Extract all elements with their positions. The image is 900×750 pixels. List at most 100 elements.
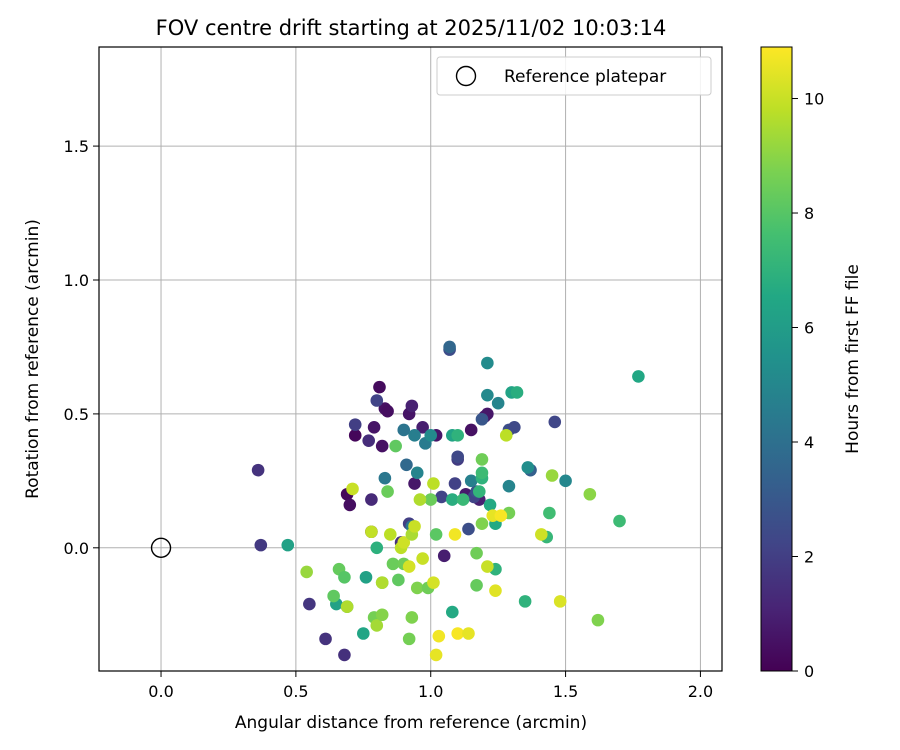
data-point: [408, 429, 421, 442]
data-point: [340, 600, 354, 614]
data-point: [338, 648, 351, 662]
grid-lines: [99, 47, 722, 671]
data-point: [254, 538, 268, 552]
data-point: [427, 477, 440, 490]
x-axis-label: Angular distance from reference (arcmin): [235, 713, 587, 733]
data-point: [489, 584, 502, 597]
data-point: [443, 340, 456, 354]
data-point: [499, 429, 513, 442]
y-axis-label: Rotation from reference (arcmin): [23, 219, 43, 499]
data-point: [508, 420, 521, 434]
data-point: [535, 528, 548, 541]
x-tick-label: 1.5: [553, 682, 578, 701]
data-point: [416, 552, 429, 565]
data-point: [462, 627, 475, 640]
reference-point-marker: [150, 537, 172, 559]
data-point: [392, 573, 405, 587]
data-point: [381, 485, 394, 498]
colorbar: 0 2 4 6 8 10 Hours from first FF file: [760, 46, 863, 681]
data-point: [413, 493, 427, 506]
data-point: [402, 632, 416, 646]
y-tick-label: 0.5: [64, 405, 89, 424]
y-tick-label: 1.0: [64, 271, 89, 290]
data-point: [348, 418, 362, 431]
y-tick-label: 0.0: [64, 539, 89, 558]
data-point: [370, 541, 384, 555]
data-point: [408, 520, 421, 533]
data-point: [408, 477, 421, 490]
data-point: [405, 399, 419, 413]
data-point: [448, 477, 462, 490]
data-point: [521, 461, 535, 474]
data-point: [378, 471, 392, 485]
data-point: [502, 479, 516, 493]
legend-label: Reference platepar: [504, 67, 666, 87]
data-point: [462, 522, 475, 536]
data-point: [481, 388, 494, 402]
data-point: [481, 560, 494, 573]
data-point: [370, 394, 384, 407]
legend-box: [436, 56, 712, 96]
data-point: [548, 415, 562, 429]
data-point: [451, 450, 464, 464]
data-point: [464, 474, 478, 488]
reference-marker: [150, 537, 172, 559]
data-point: [591, 613, 605, 627]
colorbar-tick-label: 4: [804, 433, 814, 452]
data-point: [543, 506, 556, 520]
data-point: [365, 493, 378, 506]
colorbar-tick-label: 10: [804, 90, 824, 109]
data-points: [251, 340, 645, 662]
data-point: [357, 627, 370, 640]
data-point: [416, 420, 429, 434]
colorbar-tick-label: 6: [804, 319, 814, 338]
data-point: [405, 611, 419, 624]
data-point: [613, 514, 626, 528]
data-point: [373, 380, 386, 394]
data-point: [375, 576, 389, 589]
colorbar-tick-label: 0: [804, 662, 814, 681]
data-point: [429, 648, 443, 662]
data-point: [448, 528, 462, 541]
colorbar-label: Hours from first FF file: [843, 264, 863, 454]
chart-title: FOV centre drift starting at 2025/11/02 …: [156, 16, 667, 40]
data-point: [381, 404, 394, 418]
data-point: [481, 356, 494, 370]
data-point: [375, 608, 389, 622]
legend-marker-icon: [455, 65, 477, 87]
data-point: [397, 536, 411, 549]
data-point: [338, 570, 351, 584]
data-point: [475, 453, 489, 466]
data-point: [545, 469, 559, 482]
x-tick-label: 0.0: [148, 682, 173, 701]
data-point: [410, 466, 424, 480]
data-point: [470, 546, 483, 560]
data-point: [510, 386, 524, 399]
data-point: [472, 485, 486, 498]
data-point: [483, 498, 497, 512]
legend: Reference platepar: [436, 56, 712, 96]
data-point: [383, 528, 397, 541]
data-point: [362, 434, 375, 447]
data-point: [281, 538, 295, 552]
data-point: [424, 493, 438, 506]
colorbar-gradient: [760, 46, 793, 672]
colorbar-tick-label: 2: [804, 548, 814, 567]
data-point: [375, 439, 389, 453]
data-point: [464, 423, 478, 437]
data-point: [451, 627, 464, 640]
colorbar-tick-label: 8: [804, 204, 814, 223]
y-axis-ticks: 0.0 0.5 1.0 1.5: [64, 137, 99, 558]
data-point: [475, 466, 489, 480]
x-tick-label: 0.5: [283, 682, 308, 701]
data-point: [402, 560, 416, 573]
data-point: [365, 525, 378, 539]
data-point: [343, 498, 357, 512]
data-point: [475, 412, 489, 426]
y-tick-label: 1.5: [64, 137, 89, 156]
data-point: [446, 493, 459, 506]
data-point: [456, 493, 470, 506]
x-tick-label: 2.0: [688, 682, 713, 701]
data-point: [303, 597, 316, 611]
